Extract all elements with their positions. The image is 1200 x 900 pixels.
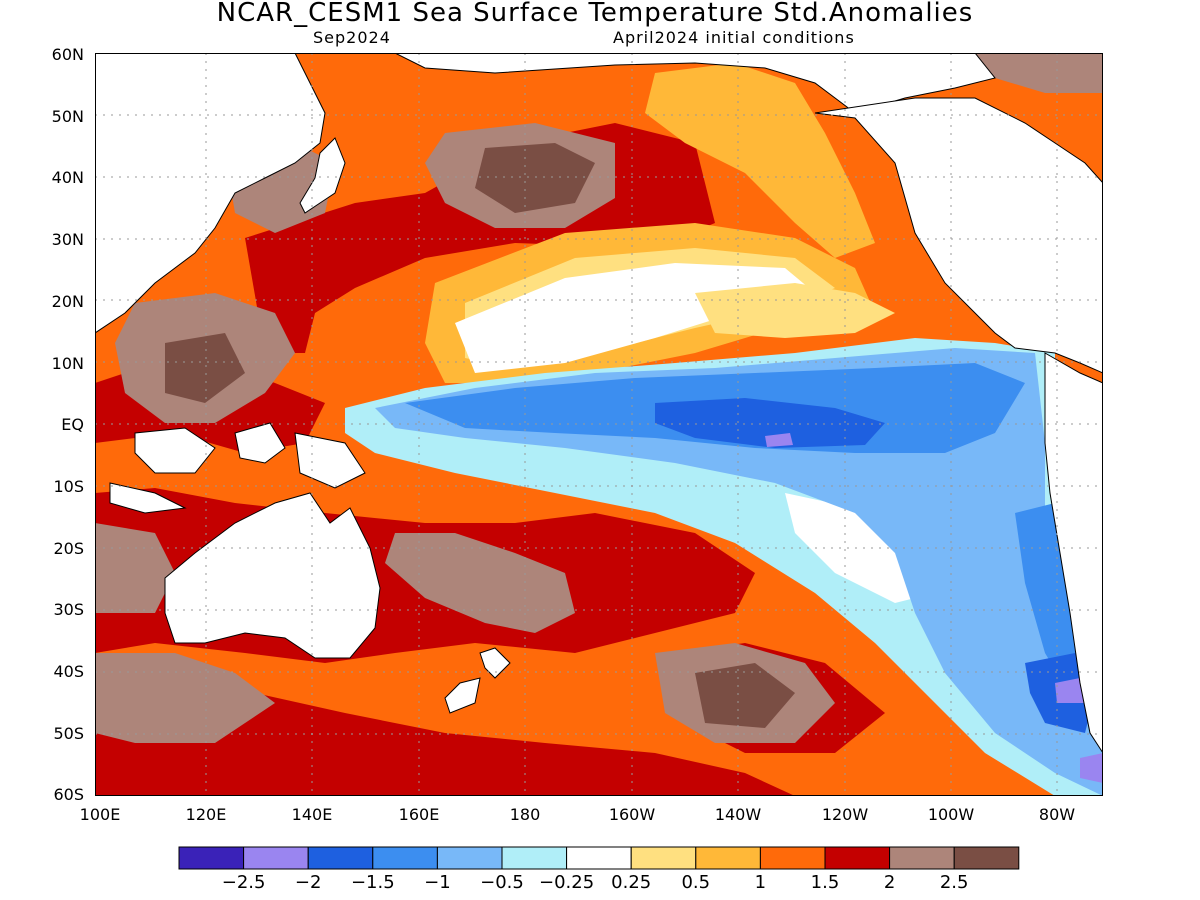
colorbar-tick-label: −0.5 [480, 872, 524, 893]
land-new-zealand [444, 647, 511, 714]
colorbar-swatch [889, 846, 955, 870]
colorbar-swatch [372, 846, 438, 870]
anomaly-region-2-5 [975, 53, 1103, 93]
land-alaska [394, 53, 996, 114]
colorbar-swatch [630, 846, 697, 870]
anomaly-region-neg-0-5 [375, 348, 1103, 796]
anomaly-region-neg-2 [765, 433, 793, 447]
lat-label: 30N [51, 230, 84, 249]
anomaly-region-neg-2 [1080, 753, 1103, 783]
colorbar-swatch [953, 846, 1020, 870]
colorbar-swatch [307, 846, 374, 870]
lat-label: 60N [51, 45, 84, 64]
anomaly-region-2-5 [385, 533, 575, 633]
anomaly-region-2-5 [475, 143, 595, 213]
anomaly-region-2-5 [165, 333, 245, 403]
lon-label: 140E [291, 805, 333, 824]
map-frame [95, 53, 1103, 796]
colorbar-tick-label: 0.25 [611, 872, 652, 893]
anomaly-region-neg-0-25 [785, 493, 935, 603]
lon-label: 80W [1038, 805, 1076, 824]
lat-label: EQ [61, 415, 84, 434]
lat-label: 60S [53, 785, 84, 804]
colorbar [178, 846, 1020, 870]
land-australia [164, 492, 381, 659]
land-north-america [814, 97, 1103, 374]
colorbar-swatch [501, 846, 568, 870]
chart-title: NCAR_CESM1 Sea Surface Temperature Std.A… [216, 0, 974, 28]
colorbar-tick-label: 0.5 [681, 872, 711, 893]
land-south-america [1044, 352, 1103, 754]
lat-label: 50S [53, 724, 84, 743]
colorbar-swatch [824, 846, 891, 870]
anomaly-region-0-5 [695, 283, 895, 338]
lat-label: 40S [53, 662, 84, 681]
lon-label: 160E [398, 805, 440, 824]
colorbar-swatch [178, 846, 245, 870]
anomaly-region-2-5 [95, 523, 175, 613]
lon-label: 140W [714, 805, 762, 824]
land-japan [299, 137, 346, 214]
colorbar-tick-label: 2 [883, 872, 896, 893]
lat-label: 20S [53, 539, 84, 558]
colorbar-swatch [243, 846, 309, 870]
valid-month-label: Sep2024 [313, 28, 391, 47]
lat-label: 40N [51, 168, 84, 187]
lon-label: 100W [927, 805, 975, 824]
colorbar-tick-label: −1 [424, 872, 451, 893]
anomaly-region-neg-1-5 [655, 398, 885, 448]
colorbar-swatch [436, 846, 503, 870]
sst-anomaly-map [95, 53, 1103, 796]
lon-label: 160W [608, 805, 656, 824]
land-maritime-continent [109, 422, 366, 514]
colorbar-tick-label: −2 [294, 872, 322, 893]
anomaly-region-neg-2 [1055, 678, 1085, 703]
lat-label: 50N [51, 107, 84, 126]
initial-conditions-label: April2024 initial conditions [613, 28, 855, 47]
colorbar-swatch [695, 846, 761, 870]
colorbar-tick-label: 2.5 [939, 872, 969, 893]
colorbar-swatch [566, 846, 632, 870]
colorbar-tick-label: 1 [754, 872, 767, 893]
lon-label: 120W [821, 805, 869, 824]
lat-label: 20N [51, 292, 84, 311]
colorbar-tick-label: 1.5 [810, 872, 840, 893]
anomaly-region-2 [95, 683, 795, 796]
lat-label: 10S [53, 477, 84, 496]
lat-label: 10N [51, 354, 84, 373]
anomaly-region-2-5 [95, 653, 275, 743]
anomaly-region-2-5 [695, 663, 795, 728]
grid-lines [95, 53, 1103, 796]
lat-label: 30S [53, 600, 84, 619]
lon-label: 180 [509, 805, 541, 824]
land-asia [95, 53, 326, 334]
lon-label: 100E [79, 805, 121, 824]
colorbar-swatch [759, 846, 826, 870]
lon-label: 120E [185, 805, 227, 824]
colorbar-tick-label: −2.5 [221, 872, 266, 893]
colorbar-tick-label: −1.5 [350, 872, 395, 893]
colorbar-tick-label: −0.25 [539, 872, 595, 893]
anomaly-region-0-5 [645, 63, 875, 258]
